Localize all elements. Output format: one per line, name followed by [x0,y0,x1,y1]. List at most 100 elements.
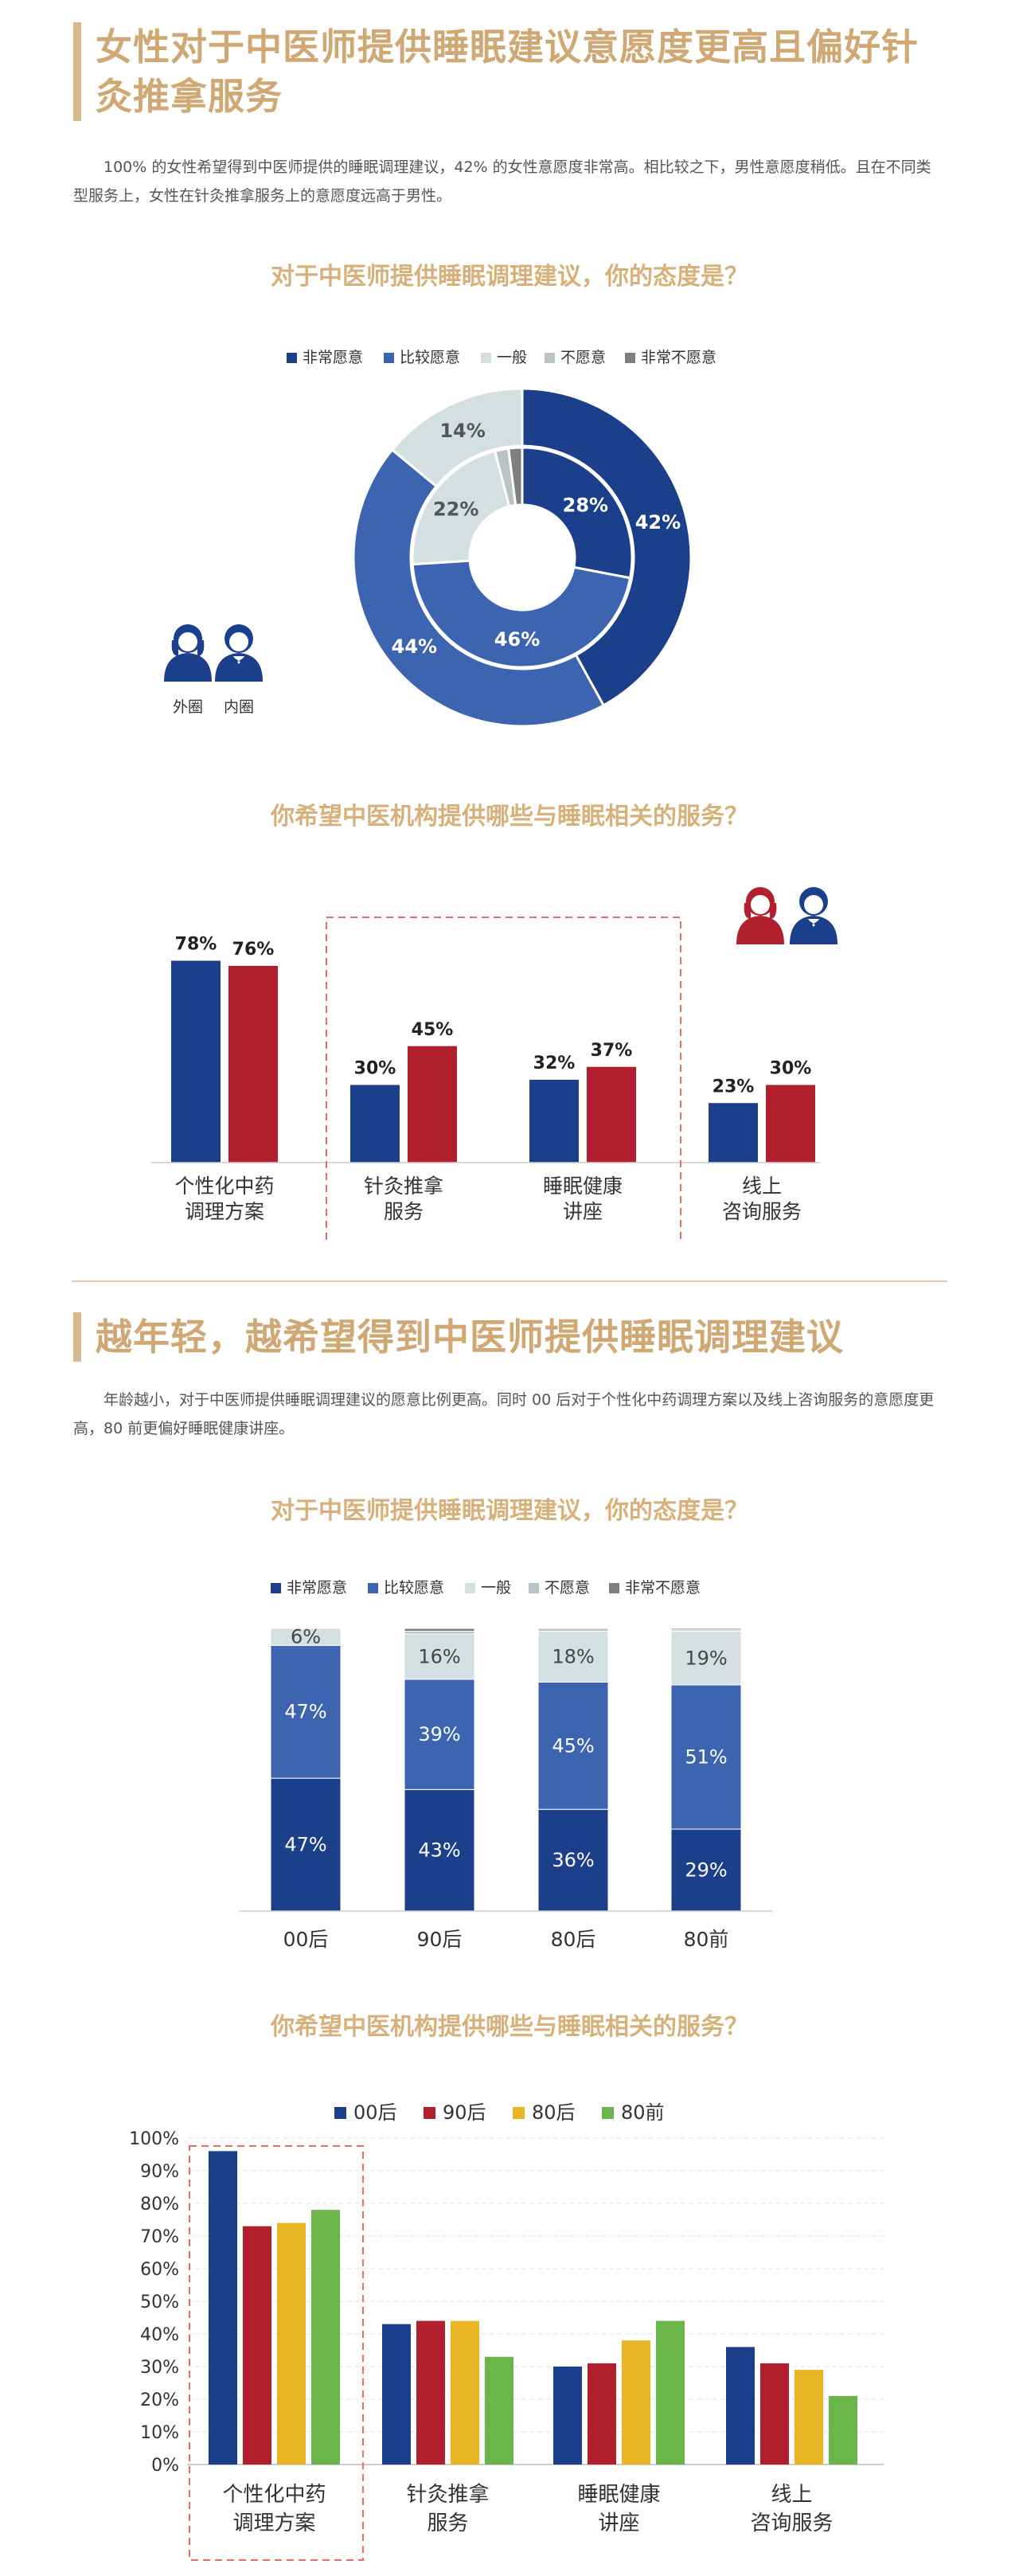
stack-segment [270,1628,342,1646]
legend-label: 一般 [497,349,527,366]
bar [760,2363,789,2465]
female-icon [736,887,784,944]
legend-label: 非常愿意 [287,1579,347,1597]
category-label: 00后 [283,1928,329,1951]
y-tick-label: 100% [129,2129,179,2149]
legend-label: 90后 [443,2101,486,2124]
segment-label: 29% [685,1859,727,1882]
y-tick-label: 10% [140,2423,179,2443]
y-tick-label: 60% [140,2260,179,2280]
section2-title: 越年轻，越希望得到中医师提供睡眠调理建议 [96,1315,844,1358]
person-collar [808,919,819,927]
donut-label: 42% [635,511,681,534]
person-body [736,916,784,944]
category-label: 睡眠健康 [543,1175,623,1198]
category-label: 个性化中药 [174,1175,274,1198]
person-face [804,895,823,914]
bar [311,2210,340,2465]
section1-title: 女性对于中医师提供睡眠建议意愿度更高且偏好针灸推拿服务 [96,25,919,118]
bar-value-label: 37% [591,1041,633,1061]
bar [829,2395,857,2465]
person-bowtie [809,921,818,927]
segment-label: 36% [552,1849,594,1871]
person-hair [171,640,205,656]
person-face [229,632,248,651]
person-body [215,653,263,682]
legend-label: 00后 [353,2101,397,2124]
segment-label: 16% [418,1646,460,1668]
y-tick-label: 0% [151,2456,179,2476]
legend-label: 非常不愿意 [625,1579,701,1597]
category-label: 80前 [684,1928,729,1951]
section1-title-block: 女性对于中医师提供睡眠建议意愿度更高且偏好针灸推拿服务 [73,22,949,121]
person-hair [744,903,777,919]
category-label: 个性化中药 [222,2483,326,2507]
category-label: 服务 [427,2512,468,2535]
bar-value-label: 45% [412,1020,454,1040]
legend-label: 比较愿意 [400,349,460,366]
male-icon [215,624,263,682]
category-label: 线上 [771,2483,812,2507]
chart2-title: 你希望中医机构提供哪些与睡眠相关的服务？ [271,803,748,831]
bar [726,2347,755,2465]
gender-bar-chart: 78% 76% 个性化中药调理方案 30% 45% 针灸推拿服务 32% 37% 睡眠健康讲座 2… [151,887,837,1242]
legend-swatch [465,1583,475,1593]
segment-label: 51% [685,1746,727,1769]
person-body [164,653,212,682]
bar-value-label: 30% [354,1059,396,1079]
bar [709,1103,758,1163]
stack-segment [270,1777,342,1912]
age-stacked-chart: 非常愿意 比较愿意 一般 不愿意 非常不愿意 47% 47% 6% 00后 43% 39% 16% 90… [239,1579,772,1951]
section1-intro: 100% 的女性希望得到中医师提供的睡眠调理建议，42% 的女性意愿度非常高。相… [73,158,931,205]
bar [228,966,278,1163]
donut-label: 14% [439,420,485,442]
bar [553,2367,582,2465]
stack-segment [670,1828,742,1912]
stack-segment [670,1628,742,1631]
legend-swatch [481,353,491,363]
legend-swatch [424,2107,435,2119]
segment-label: 43% [418,1839,460,1862]
bar [382,2324,411,2465]
y-tick-label: 90% [140,2162,179,2182]
y-tick-label: 70% [140,2227,179,2247]
stack-segment [404,1628,475,1632]
segment-label: 47% [284,1701,326,1723]
bar-value-label: 78% [175,935,217,955]
bar [277,2222,306,2465]
segment-label: 18% [552,1646,594,1668]
legend-label: 80后 [532,2101,576,2124]
segment-label: 45% [552,1734,594,1757]
stack-segment [404,1679,475,1790]
y-tick-label: 50% [140,2293,179,2312]
bar [766,1085,815,1163]
legend-swatch [368,1583,378,1593]
category-label: 讲座 [563,1200,603,1223]
segment-label: 19% [685,1647,727,1669]
inner-ring-label: 内圈 [224,698,254,716]
legend-swatch [513,2107,525,2119]
donut-slice [352,448,606,728]
bar [350,1085,400,1163]
stack-segment [404,1788,475,1912]
bar [451,2320,479,2465]
person-body [790,916,837,944]
category-label: 针灸推拿 [364,1175,443,1198]
stack-segment [670,1684,742,1830]
y-tick-label: 40% [140,2325,179,2345]
legend-swatch [334,2107,346,2119]
chart3-title: 对于中医师提供睡眠调理建议，你的态度是？ [271,1497,748,1525]
donut-slice [521,446,634,580]
male-icon [790,887,837,944]
bar [622,2340,650,2465]
category-label: 线上 [742,1175,782,1198]
legend-swatch [287,353,297,363]
category-label: 90后 [417,1928,463,1951]
category-label: 调理方案 [232,2512,315,2535]
donut-label: 44% [392,635,437,658]
person-collar [233,656,244,664]
bar [209,2151,237,2465]
stack-segment [404,1633,475,1680]
legend-label: 一般 [481,1579,511,1597]
y-tick-label: 30% [140,2358,179,2378]
